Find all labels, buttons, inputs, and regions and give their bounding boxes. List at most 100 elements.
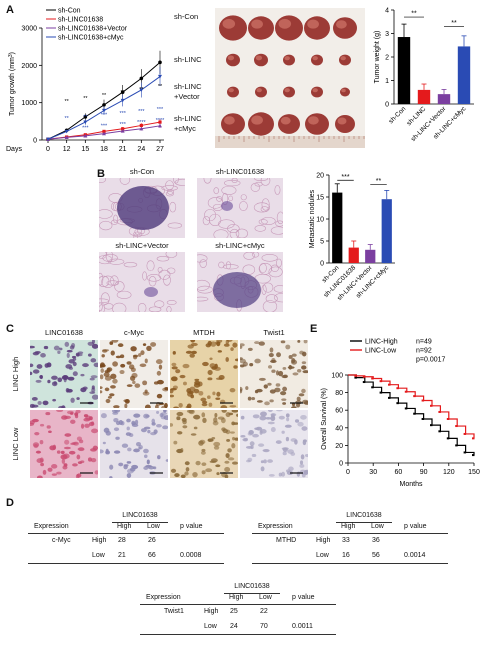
cell-nucleus (71, 355, 77, 359)
cell-nucleus (267, 365, 273, 369)
cell-nucleus (263, 384, 268, 389)
y-axis-label-sup: 3 (8, 54, 14, 57)
panel-label-c: C (6, 323, 14, 335)
x-tick-label: 27 (156, 146, 164, 153)
cell-nucleus (232, 436, 236, 441)
significance-mark: *** (138, 109, 145, 115)
tissue-alveolus (173, 178, 179, 184)
cell-nucleus (172, 350, 176, 355)
header-rule (28, 533, 224, 534)
cell-nucleus (211, 437, 216, 440)
cell-nucleus (63, 446, 71, 450)
cell-nucleus (227, 448, 232, 453)
cell-nucleus (269, 399, 274, 403)
cell-nucleus (51, 473, 57, 476)
cell-nucleus (260, 429, 267, 434)
survival-curve (348, 374, 475, 456)
x-tick-label: 120 (443, 469, 455, 476)
cell-nucleus (299, 460, 304, 465)
cell-nucleus (112, 378, 118, 384)
ihc-image (170, 410, 238, 478)
significance-mark: ** (121, 90, 126, 96)
cell-nucleus (39, 423, 45, 427)
cell-nucleus (126, 473, 132, 478)
gene-label: Twist1 (164, 608, 184, 615)
cell-nucleus (263, 459, 267, 464)
cell-nucleus (153, 381, 159, 385)
significance-mark: *** (101, 113, 108, 119)
cell-nucleus (212, 391, 216, 396)
y-tick-label: 0 (385, 102, 389, 109)
histology-graphic (99, 252, 178, 312)
tissue-alveolus (101, 275, 115, 288)
tissue-alveolus (99, 275, 110, 288)
cell-nucleus (87, 353, 92, 357)
cell-nucleus (44, 363, 49, 368)
tissue-alveolus (253, 202, 271, 213)
cell-nucleus (80, 423, 85, 429)
cell-nucleus (252, 414, 260, 419)
cell-nucleus (62, 453, 70, 459)
cell-nucleus (48, 430, 52, 434)
cell-nucleus (113, 405, 120, 408)
cell-nucleus (119, 369, 125, 375)
cell-nucleus (128, 364, 135, 370)
count-high: 16 (342, 552, 350, 559)
cell-nucleus (301, 361, 307, 365)
cell-nucleus (182, 419, 187, 425)
p-value: 0.0014 (404, 552, 426, 559)
cell-nucleus (123, 464, 129, 467)
tissue-alveolus (197, 254, 208, 263)
tissue-alveolus (212, 203, 223, 211)
cell-nucleus (297, 340, 301, 343)
y-tick-label: 2000 (21, 63, 37, 70)
tumor (305, 113, 329, 135)
significance-mark: *** (119, 122, 126, 128)
tumor (278, 114, 300, 134)
tumor-highlight (256, 88, 262, 93)
cell-nucleus (251, 397, 256, 401)
y-axis-label: Tumor growth (mm3) (8, 52, 16, 116)
ihc-column-label: MTDH (193, 328, 215, 337)
cell-nucleus (249, 362, 254, 367)
cell-nucleus (185, 350, 193, 354)
tissue-alveolus (240, 194, 247, 201)
cell-nucleus (143, 426, 151, 430)
cell-nucleus (292, 372, 299, 376)
x-tick-label: 60 (395, 469, 403, 476)
tumor-highlight (222, 18, 236, 29)
tissue-alveolus (203, 178, 212, 184)
cell-nucleus (225, 357, 229, 362)
metastatic-nodules-chart: 05101520sh-Consh-LINC01638sh-LINC+Vector… (309, 173, 395, 302)
count-high: 24 (230, 623, 238, 630)
cell-nucleus (270, 415, 276, 422)
cell-nucleus (186, 403, 192, 408)
tumor (254, 53, 268, 67)
ihc-image (100, 410, 168, 478)
data-point (64, 129, 69, 134)
cell-nucleus (259, 377, 266, 381)
cell-nucleus (207, 377, 213, 381)
cell-nucleus (142, 343, 147, 346)
count-low: 56 (372, 552, 380, 559)
cell-nucleus (179, 374, 186, 379)
bar (365, 249, 376, 263)
cell-nucleus (269, 389, 276, 394)
y-tick-label: 60 (335, 408, 343, 415)
cell-nucleus (158, 364, 163, 370)
y-tick-label: 0 (339, 461, 343, 468)
cell-nucleus (190, 340, 196, 343)
cell-nucleus (182, 381, 187, 386)
cell-nucleus (37, 400, 42, 406)
cell-nucleus (190, 394, 195, 399)
bottom-rule (252, 563, 448, 564)
cell-nucleus (230, 347, 234, 352)
cell-nucleus (171, 362, 177, 367)
cell-nucleus (297, 421, 304, 427)
tumor (255, 86, 267, 98)
cell-nucleus (139, 363, 147, 368)
ihc-graphic (170, 340, 238, 408)
cell-nucleus (190, 342, 198, 347)
panel-label-a: A (6, 4, 14, 16)
tissue-alveolus (225, 261, 231, 270)
